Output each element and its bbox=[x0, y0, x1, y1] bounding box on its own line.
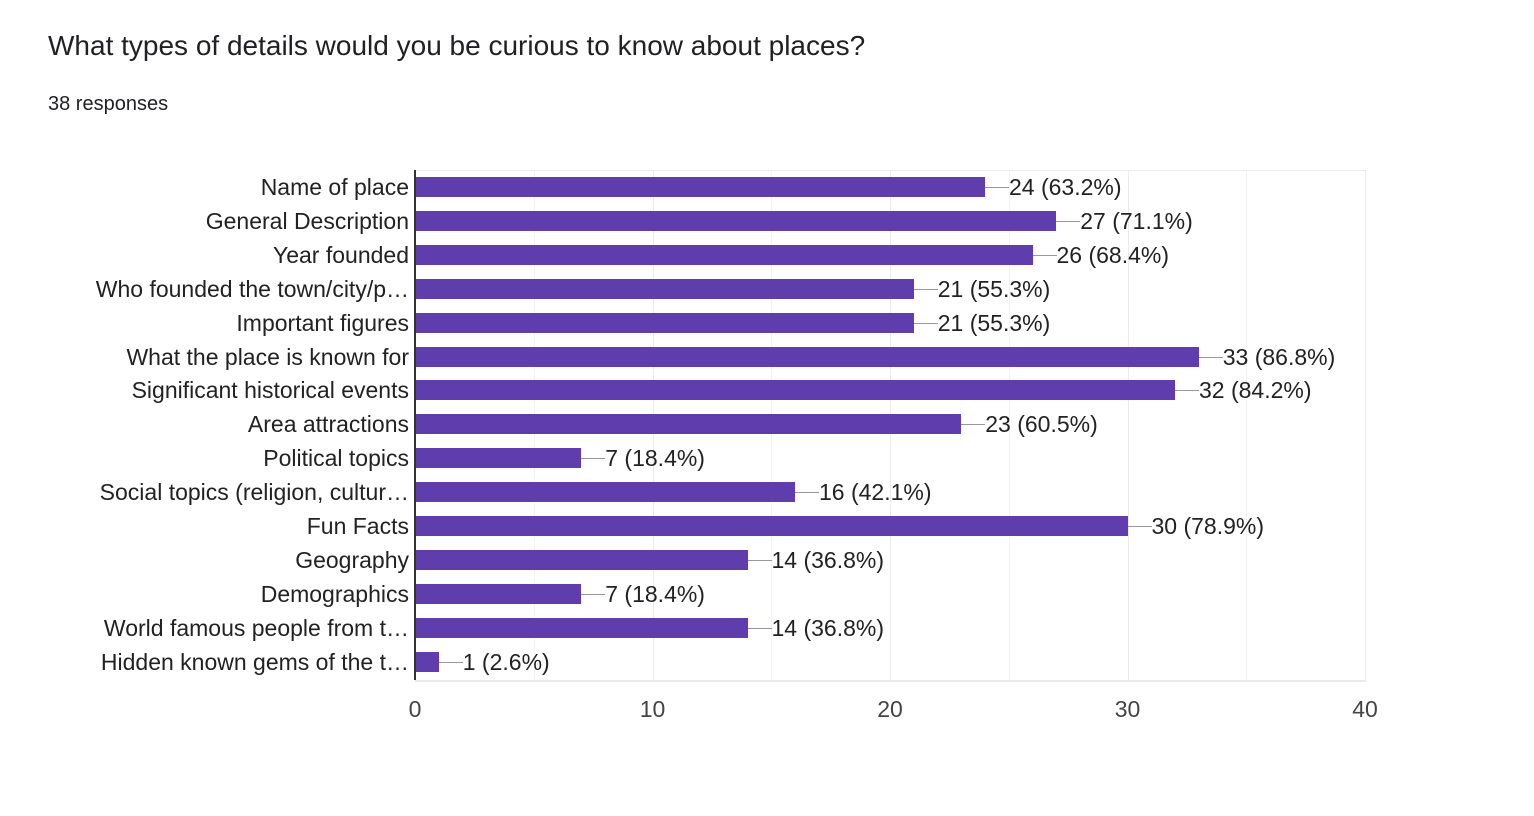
value-label: 23 (60.5%) bbox=[985, 411, 1098, 438]
bar[interactable] bbox=[416, 516, 1128, 536]
value-label: 7 (18.4%) bbox=[605, 580, 705, 607]
category-label: Significant historical events bbox=[131, 377, 409, 404]
bar[interactable] bbox=[416, 244, 1033, 265]
category-label: Fun Facts bbox=[306, 513, 409, 539]
gridline bbox=[1008, 171, 1010, 680]
value-label: 33 (86.8%) bbox=[1222, 343, 1336, 370]
bar[interactable] bbox=[416, 414, 962, 435]
category-label: Geography bbox=[295, 546, 409, 573]
value-label: 27 (71.1%) bbox=[1080, 207, 1193, 234]
label-leader-line bbox=[581, 593, 606, 595]
x-tick-label: 20 bbox=[877, 696, 903, 722]
x-tick-label: 0 bbox=[408, 696, 422, 722]
category-label: Important figures bbox=[236, 309, 409, 336]
value-label: 14 (36.8%) bbox=[771, 614, 885, 641]
label-leader-line bbox=[913, 322, 938, 324]
label-leader-line bbox=[747, 559, 772, 561]
category-label: Name of place bbox=[260, 174, 409, 200]
value-label: 24 (63.2%) bbox=[1009, 174, 1122, 200]
label-leader-line bbox=[1127, 526, 1152, 527]
label-leader-line bbox=[1175, 390, 1199, 392]
category-label: General Description bbox=[205, 207, 409, 234]
label-leader-line bbox=[747, 627, 772, 629]
category-label: What the place is known for bbox=[126, 343, 409, 370]
bar[interactable] bbox=[416, 380, 1175, 401]
bar[interactable] bbox=[416, 346, 1199, 367]
bar[interactable] bbox=[416, 482, 795, 503]
bar[interactable] bbox=[416, 651, 439, 672]
value-label: 26 (68.4%) bbox=[1056, 241, 1170, 268]
category-label: Year founded bbox=[272, 241, 409, 268]
label-leader-line bbox=[438, 661, 463, 663]
bar[interactable] bbox=[416, 312, 914, 333]
x-tick-label: 10 bbox=[639, 696, 666, 722]
category-label: Political topics bbox=[263, 445, 409, 472]
bar[interactable] bbox=[416, 210, 1057, 231]
value-label: 21 (55.3%) bbox=[937, 275, 1051, 302]
category-label: Area attractions bbox=[247, 411, 409, 438]
bar[interactable] bbox=[416, 177, 985, 197]
bar[interactable] bbox=[416, 448, 582, 469]
value-label: 30 (78.9%) bbox=[1151, 513, 1265, 539]
y-axis-line bbox=[414, 170, 416, 680]
value-label: 7 (18.4%) bbox=[605, 445, 705, 472]
label-leader-line bbox=[795, 492, 819, 494]
label-leader-line bbox=[985, 187, 1009, 188]
value-label: 32 (84.2%) bbox=[1199, 377, 1312, 404]
category-label: World famous people from t… bbox=[103, 614, 409, 641]
label-leader-line bbox=[1032, 254, 1057, 256]
value-label: 21 (55.3%) bbox=[937, 309, 1051, 336]
category-label: Demographics bbox=[260, 580, 409, 607]
value-label: 1 (2.6%) bbox=[462, 648, 550, 675]
category-label: Hidden known gems of the t… bbox=[100, 648, 409, 675]
bar[interactable] bbox=[416, 583, 582, 604]
value-label: 16 (42.1%) bbox=[819, 479, 932, 506]
category-label: Social topics (religion, cultur… bbox=[99, 479, 409, 506]
gridline bbox=[1246, 171, 1248, 680]
gridline bbox=[1127, 171, 1129, 680]
question-title: What types of details would you be curio… bbox=[48, 30, 866, 61]
x-tick-label: 30 bbox=[1114, 696, 1141, 722]
response-count: 38 responses bbox=[48, 93, 169, 115]
label-leader-line bbox=[913, 288, 938, 290]
label-leader-line bbox=[1198, 356, 1223, 358]
category-label: Who founded the town/city/p… bbox=[95, 275, 409, 302]
label-leader-line bbox=[581, 458, 606, 460]
x-tick-label: 40 bbox=[1352, 696, 1378, 722]
value-label: 14 (36.8%) bbox=[771, 546, 885, 573]
label-leader-line bbox=[1056, 220, 1081, 222]
label-leader-line bbox=[961, 424, 986, 426]
bar[interactable] bbox=[416, 549, 748, 570]
bar[interactable] bbox=[416, 617, 748, 638]
bar[interactable] bbox=[416, 278, 914, 299]
